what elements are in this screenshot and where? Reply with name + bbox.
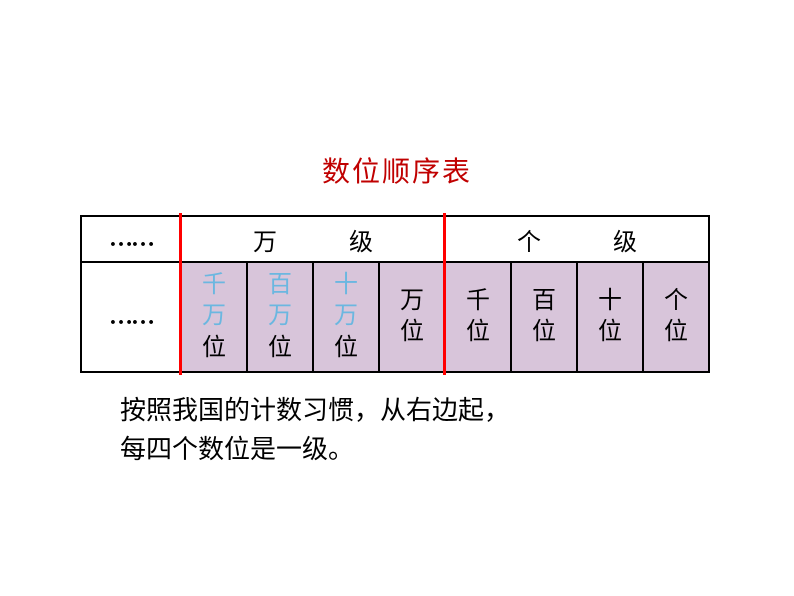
digit-prefix: 千 — [446, 286, 510, 317]
digit-suffix: 位 — [314, 333, 378, 364]
red-divider-1 — [179, 213, 182, 375]
digit-qian: 千 位 — [445, 262, 511, 372]
digit-prefix: 百万 — [248, 270, 312, 332]
digit-prefix: 个 — [644, 286, 708, 317]
data-ellipsis: …… — [81, 262, 181, 372]
table-header-row: …… 万 级 个 级 — [81, 216, 709, 262]
digit-shi: 十 位 — [577, 262, 643, 372]
header-ellipsis: …… — [81, 216, 181, 262]
digit-bai: 百 位 — [511, 262, 577, 372]
digit-suffix: 位 — [380, 317, 444, 348]
digit-baiwan: 百万 位 — [247, 262, 313, 372]
digit-prefix: 百 — [512, 286, 576, 317]
header-wan-level: 万 级 — [181, 216, 445, 262]
digit-wan: 万 位 — [379, 262, 445, 372]
table-container: …… 万 级 个 级 …… 千万 位 百万 位 十万 位 万 位 千 — [80, 215, 710, 373]
digit-order-table: …… 万 级 个 级 …… 千万 位 百万 位 十万 位 万 位 千 — [80, 215, 710, 373]
caption-line-1: 按照我国的计数习惯，从右边起， — [120, 391, 794, 430]
digit-qianwan: 千万 位 — [181, 262, 247, 372]
page-title: 数位顺序表 — [0, 0, 794, 215]
digit-prefix: 千万 — [182, 270, 246, 332]
caption-line-2: 每四个数位是一级。 — [120, 430, 794, 469]
digit-prefix: 万 — [380, 286, 444, 317]
digit-suffix: 位 — [644, 317, 708, 348]
digit-suffix: 位 — [578, 317, 642, 348]
digit-suffix: 位 — [512, 317, 576, 348]
digit-suffix: 位 — [446, 317, 510, 348]
digit-ge: 个 位 — [643, 262, 709, 372]
digit-prefix: 十万 — [314, 270, 378, 332]
digit-suffix: 位 — [248, 333, 312, 364]
caption-text: 按照我国的计数习惯，从右边起， 每四个数位是一级。 — [120, 391, 794, 469]
digit-shiwan: 十万 位 — [313, 262, 379, 372]
header-ge-level: 个 级 — [445, 216, 709, 262]
digit-suffix: 位 — [182, 333, 246, 364]
red-divider-2 — [443, 213, 446, 375]
digit-prefix: 十 — [578, 286, 642, 317]
table-data-row: …… 千万 位 百万 位 十万 位 万 位 千 位 百 — [81, 262, 709, 372]
